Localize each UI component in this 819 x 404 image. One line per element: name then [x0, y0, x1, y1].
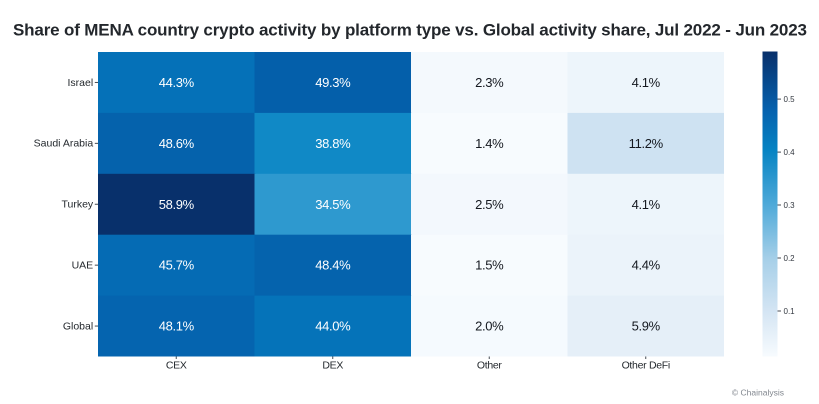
- svg-text:1.4%: 1.4%: [475, 136, 504, 151]
- svg-text:44.0%: 44.0%: [315, 319, 351, 334]
- svg-text:48.4%: 48.4%: [315, 258, 351, 273]
- svg-text:Turkey: Turkey: [61, 199, 93, 211]
- svg-text:34.5%: 34.5%: [315, 197, 351, 212]
- svg-text:44.3%: 44.3%: [159, 75, 195, 90]
- svg-text:© Chainalysis: © Chainalysis: [732, 387, 784, 397]
- svg-text:2.5%: 2.5%: [475, 197, 504, 212]
- svg-text:45.7%: 45.7%: [159, 258, 195, 273]
- svg-text:4.1%: 4.1%: [632, 75, 661, 90]
- svg-text:0.5: 0.5: [784, 95, 796, 104]
- svg-text:2.0%: 2.0%: [475, 319, 504, 334]
- svg-text:Other: Other: [477, 359, 503, 371]
- svg-text:1.5%: 1.5%: [475, 258, 504, 273]
- svg-text:58.9%: 58.9%: [159, 197, 195, 212]
- svg-text:CEX: CEX: [166, 359, 187, 371]
- svg-text:38.8%: 38.8%: [315, 136, 351, 151]
- svg-text:4.1%: 4.1%: [632, 197, 661, 212]
- svg-text:11.2%: 11.2%: [629, 136, 664, 151]
- svg-text:2.3%: 2.3%: [475, 75, 504, 90]
- svg-text:49.3%: 49.3%: [315, 75, 351, 90]
- svg-text:DEX: DEX: [322, 359, 343, 371]
- svg-text:48.1%: 48.1%: [159, 319, 195, 334]
- svg-text:Israel: Israel: [68, 77, 94, 89]
- svg-text:Saudi Arabia: Saudi Arabia: [34, 138, 94, 150]
- svg-text:48.6%: 48.6%: [159, 136, 195, 151]
- svg-text:0.2: 0.2: [784, 254, 796, 263]
- svg-text:Share of MENA country crypto a: Share of MENA country crypto activity by…: [13, 21, 807, 40]
- svg-text:Other DeFi: Other DeFi: [622, 359, 670, 371]
- svg-text:0.3: 0.3: [784, 201, 796, 210]
- svg-text:4.4%: 4.4%: [632, 258, 661, 273]
- svg-text:0.4: 0.4: [784, 148, 796, 157]
- svg-text:Global: Global: [63, 320, 93, 332]
- svg-text:0.1: 0.1: [784, 307, 796, 316]
- svg-text:5.9%: 5.9%: [632, 319, 661, 334]
- svg-text:UAE: UAE: [72, 260, 94, 272]
